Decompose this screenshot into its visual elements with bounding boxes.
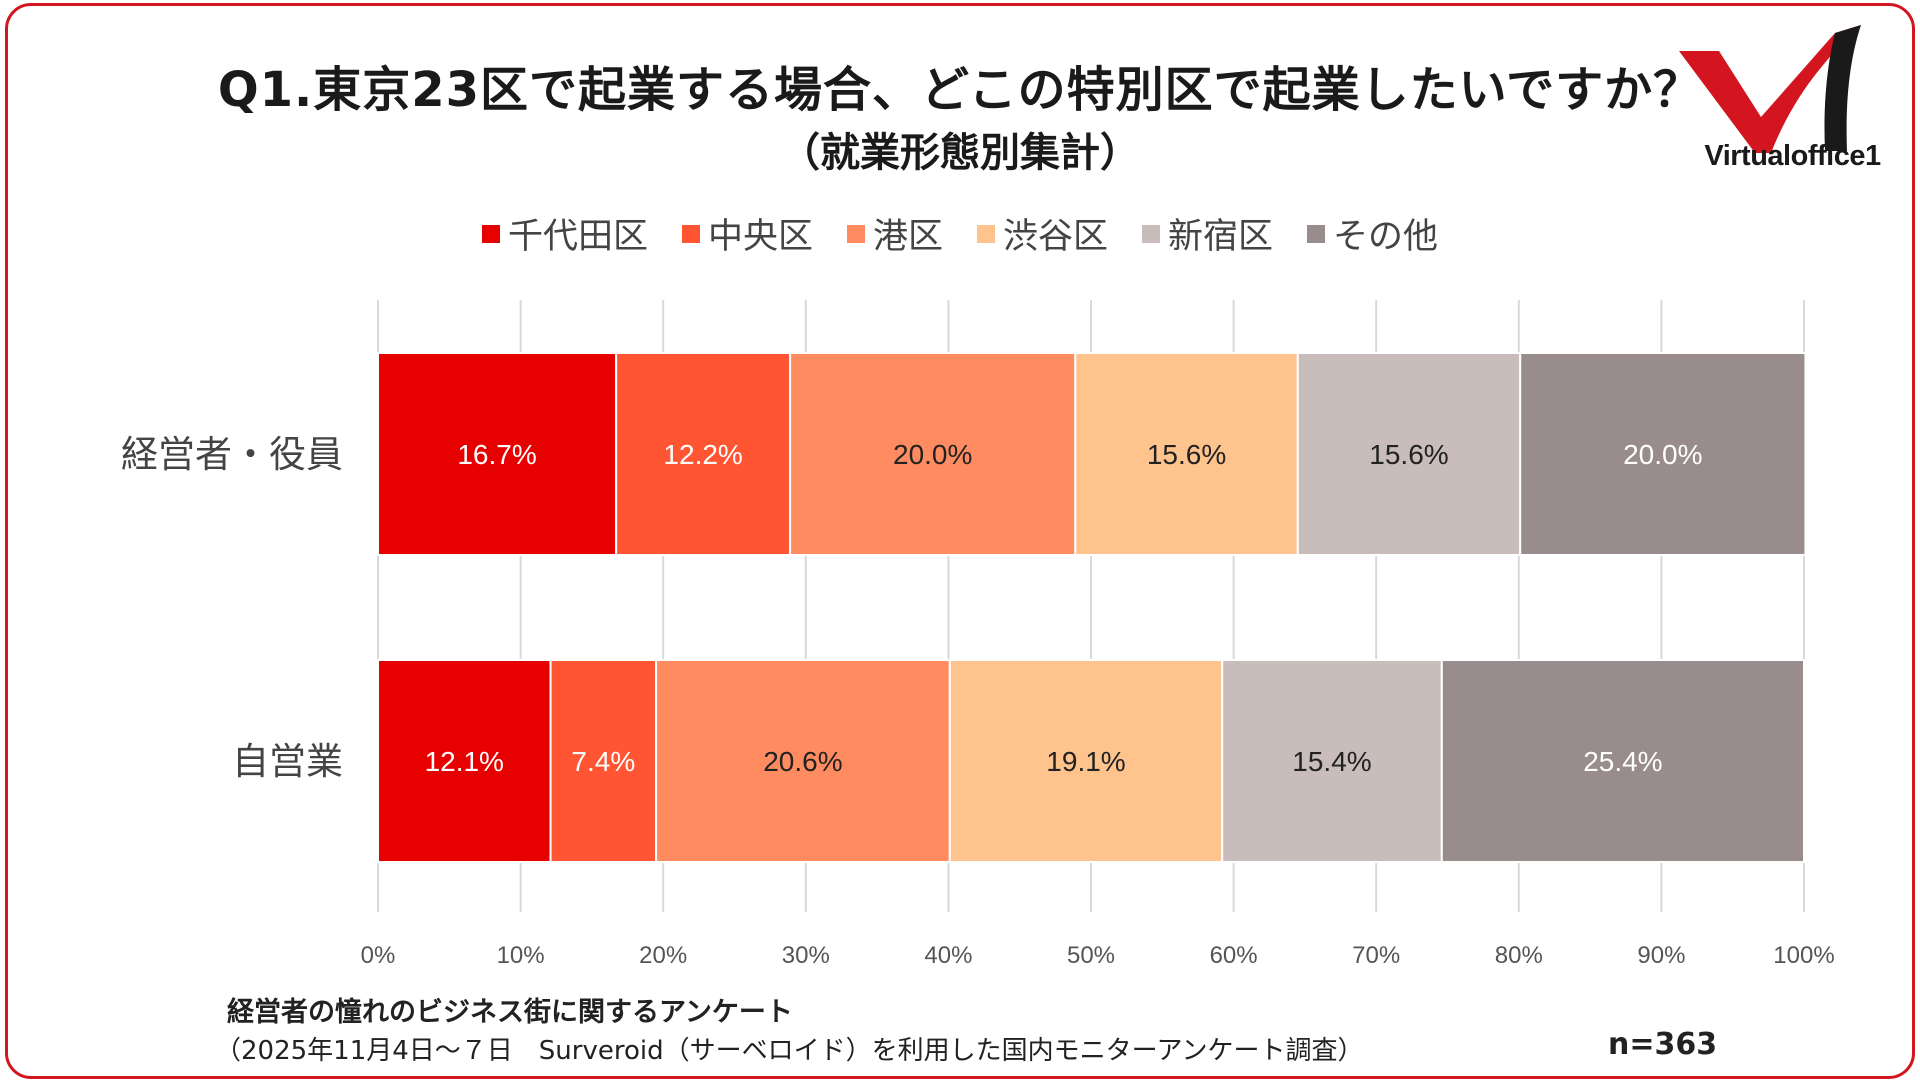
- chart-title: Q1.東京23区で起業する場合、どこの特別区で起業したいですか？: [217, 62, 1703, 118]
- logo-text: Virtualoffice1: [1704, 140, 1881, 172]
- legend-label: その他: [1333, 217, 1439, 257]
- legend-item: 千代田区: [481, 208, 648, 259]
- data-label: 12.2%: [663, 439, 742, 470]
- data-label: 20.0%: [893, 439, 972, 470]
- legend-item: 中央区: [681, 208, 813, 259]
- bar-segment: [549, 659, 658, 863]
- x-tick-label: 30%: [782, 942, 830, 969]
- legend-item: その他: [1307, 208, 1438, 259]
- x-tick-label: 80%: [1495, 942, 1543, 969]
- data-label: 20.0%: [1623, 439, 1702, 470]
- x-tick-label: 50%: [1067, 942, 1115, 969]
- data-label: 7.4%: [571, 746, 635, 777]
- legend-label: 中央区: [707, 217, 813, 257]
- bar-segment: [615, 352, 792, 556]
- bar-segment: [1440, 659, 1806, 863]
- bar-segment: [789, 352, 1077, 556]
- bar-segment: [1074, 352, 1299, 556]
- survey-detail: （2025年11月4日～７日 Surveroid（サーベロイド）を利用した国内モ…: [215, 1036, 1364, 1066]
- x-tick-label: 100%: [1773, 942, 1834, 969]
- x-tick-label: 40%: [924, 942, 972, 969]
- survey-name: 経営者の憧れのビジネス街に関するアンケート: [227, 997, 793, 1028]
- chart-legend: 千代田区 中央区 港区 渋谷区 新宿区 その他: [0, 208, 1920, 259]
- x-tick-label: 70%: [1352, 942, 1400, 969]
- bar-segment: [1519, 352, 1807, 556]
- x-tick-label: 10%: [497, 942, 545, 969]
- legend-item: 新宿区: [1142, 208, 1273, 259]
- bar-segment: [1221, 659, 1443, 863]
- legend-swatch: [977, 224, 995, 243]
- legend-swatch: [1307, 224, 1326, 243]
- data-label: 12.1%: [425, 746, 504, 777]
- legend-label: 新宿区: [1168, 217, 1274, 257]
- legend-swatch: [481, 224, 500, 243]
- legend-label: 港区: [872, 217, 943, 257]
- data-label: 25.4%: [1583, 746, 1662, 777]
- legend-label: 渋谷区: [1003, 217, 1109, 257]
- category-label: 経営者・役員: [121, 433, 343, 476]
- legend-item: 港区: [846, 208, 943, 259]
- chart-subtitle: （就業形態別集計）: [780, 130, 1140, 176]
- legend-item: 渋谷区: [977, 208, 1108, 259]
- data-label: 20.6%: [763, 746, 842, 777]
- data-label: 16.7%: [457, 439, 536, 470]
- legend-swatch: [846, 224, 865, 243]
- data-label: 19.1%: [1046, 746, 1125, 777]
- data-label: 15.4%: [1292, 746, 1371, 777]
- x-tick-label: 0%: [361, 942, 396, 969]
- data-label: 15.6%: [1369, 439, 1448, 470]
- bar-segment: [655, 659, 951, 863]
- category-label: 自営業: [232, 740, 343, 783]
- x-tick-label: 90%: [1637, 942, 1685, 969]
- data-label: 15.6%: [1147, 439, 1226, 470]
- check-logo-icon: [1679, 25, 1861, 153]
- bar-segment: [377, 352, 618, 556]
- sample-size: n=363: [1608, 1027, 1718, 1062]
- legend-label: 千代田区: [507, 217, 648, 257]
- x-tick-label: 20%: [639, 942, 687, 969]
- x-tick-label: 60%: [1210, 942, 1258, 969]
- bar-segment: [1296, 352, 1522, 556]
- legend-swatch: [681, 224, 700, 243]
- bar-segment: [948, 659, 1224, 863]
- legend-swatch: [1142, 224, 1161, 243]
